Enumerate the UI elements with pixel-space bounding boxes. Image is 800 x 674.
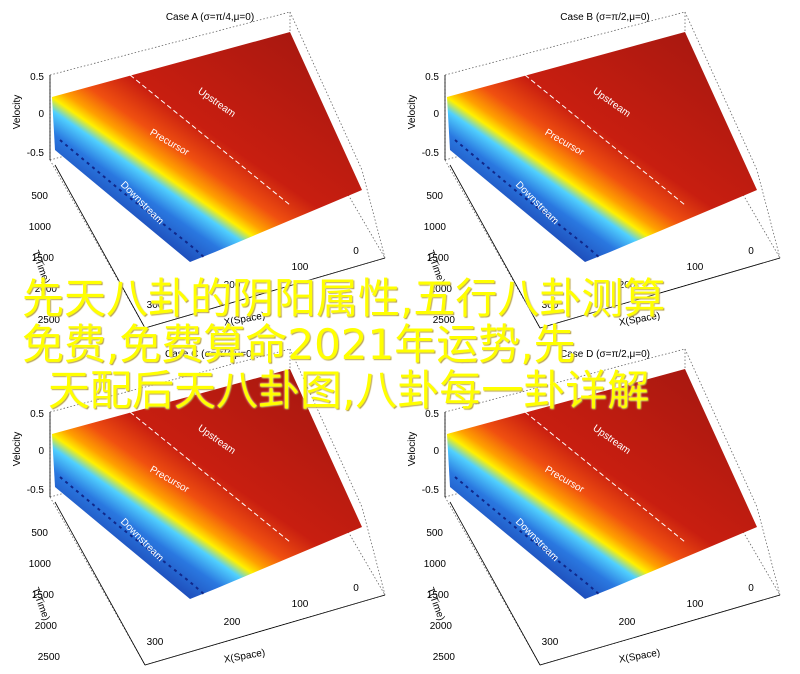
axis-line xyxy=(449,501,541,666)
overlay-line: 免费,免费算命2021年运势,先 xyxy=(22,320,576,369)
surface xyxy=(447,32,757,262)
z-axis-label: Velocity xyxy=(12,95,23,129)
z-tick-label: -0.5 xyxy=(422,148,440,159)
box-edge xyxy=(361,169,386,259)
t-tick-label: 2000 xyxy=(35,621,58,632)
z-tick-label: 0.5 xyxy=(30,409,44,420)
box-edge xyxy=(756,169,781,259)
box-edge xyxy=(49,496,146,666)
t-tick-label: 1000 xyxy=(29,222,52,233)
z-tick-label: 0 xyxy=(433,446,439,457)
box-edge xyxy=(49,348,291,413)
axis-line xyxy=(449,164,541,329)
x-axis-label: X(Space) xyxy=(223,648,266,666)
surface-ridges xyxy=(59,476,206,596)
x-tick-label: 300 xyxy=(147,637,164,648)
x-tick-label: 300 xyxy=(542,637,559,648)
box-edge xyxy=(684,348,758,508)
t-tick-label: 1000 xyxy=(29,559,52,570)
wave-front xyxy=(524,411,686,543)
x-tick-label: 200 xyxy=(619,617,636,628)
z-axis-label: Velocity xyxy=(12,432,23,466)
surface xyxy=(52,32,362,262)
x-tick-label: 100 xyxy=(687,599,704,610)
box-edge xyxy=(289,348,363,508)
wave-front xyxy=(129,411,291,543)
z-tick-label: 0 xyxy=(433,109,439,120)
t-tick-label: 500 xyxy=(426,528,443,539)
t-tick-label: 2000 xyxy=(430,284,453,295)
wave-front xyxy=(129,74,291,206)
t-tick-label: 1500 xyxy=(427,590,450,601)
t-tick-label: 1500 xyxy=(32,590,55,601)
panel-title: Case A (σ=π/4,μ=0) xyxy=(166,12,254,23)
z-tick-label: 0.5 xyxy=(425,72,439,83)
z-tick-label: -0.5 xyxy=(27,485,45,496)
t-tick-label: 2500 xyxy=(38,652,61,663)
x-tick-label: 200 xyxy=(224,280,241,291)
x-tick-label: 0 xyxy=(748,246,754,257)
box-edge xyxy=(684,11,758,171)
surface-ridges xyxy=(454,139,601,259)
box-edge xyxy=(289,11,363,171)
t-tick-label: 1500 xyxy=(427,253,450,264)
surface-ridges xyxy=(454,476,601,596)
z-axis-label: Velocity xyxy=(407,432,418,466)
z-axis-label: Velocity xyxy=(407,95,418,129)
box-edge xyxy=(444,159,541,329)
panel-title: Case D (σ=π/2,μ=0) xyxy=(560,349,650,360)
panel-title: Case B (σ=π/2,μ=0) xyxy=(560,12,649,23)
axis-line xyxy=(144,257,386,329)
box-edge xyxy=(444,496,541,666)
x-tick-label: 200 xyxy=(619,280,636,291)
t-tick-label: 500 xyxy=(426,191,443,202)
t-tick-label: 2000 xyxy=(35,284,58,295)
z-tick-label: 0 xyxy=(38,109,44,120)
box-edge xyxy=(361,506,386,596)
t-tick-label: 500 xyxy=(31,191,48,202)
axis-line xyxy=(539,594,781,666)
t-tick-label: 1000 xyxy=(424,559,447,570)
z-tick-label: 0.5 xyxy=(425,409,439,420)
t-tick-label: 2500 xyxy=(433,315,456,326)
z-tick-label: 0.5 xyxy=(30,72,44,83)
z-tick-label: -0.5 xyxy=(422,485,440,496)
panel-title: Case C (σ=π/4,μ=0) xyxy=(165,349,255,360)
wave-front xyxy=(524,74,686,206)
x-tick-label: 200 xyxy=(224,617,241,628)
t-tick-label: 500 xyxy=(31,528,48,539)
x-tick-label: 100 xyxy=(687,262,704,273)
x-tick-label: 100 xyxy=(292,599,309,610)
surface-ridges xyxy=(59,139,206,259)
box-edge xyxy=(444,348,686,413)
t-tick-label: 1500 xyxy=(32,253,55,264)
x-tick-label: 300 xyxy=(147,300,164,311)
axis-line xyxy=(54,501,146,666)
t-tick-label: 2500 xyxy=(38,315,61,326)
x-tick-label: 100 xyxy=(292,262,309,273)
axis-line xyxy=(54,164,146,329)
surface xyxy=(52,369,362,599)
axis-line xyxy=(539,257,781,329)
x-tick-label: 300 xyxy=(542,300,559,311)
x-tick-label: 0 xyxy=(353,246,359,257)
x-tick-label: 0 xyxy=(353,583,359,594)
x-tick-label: 0 xyxy=(748,583,754,594)
x-axis-label: X(Space) xyxy=(618,648,661,666)
box-edge xyxy=(49,11,291,76)
t-tick-label: 2500 xyxy=(433,652,456,663)
t-tick-label: 2000 xyxy=(430,621,453,632)
overlay-line: 天配后天八卦图,八卦每一卦详解 xyxy=(48,366,650,415)
box-edge xyxy=(49,159,146,329)
z-tick-label: 0 xyxy=(38,446,44,457)
box-edge xyxy=(444,11,686,76)
z-tick-label: -0.5 xyxy=(27,148,45,159)
overlay-line: 先天八卦的阴阳属性,五行八卦测算 xyxy=(22,274,666,323)
surface xyxy=(447,369,757,599)
t-tick-label: 1000 xyxy=(424,222,447,233)
box-edge xyxy=(756,506,781,596)
axis-line xyxy=(144,594,386,666)
